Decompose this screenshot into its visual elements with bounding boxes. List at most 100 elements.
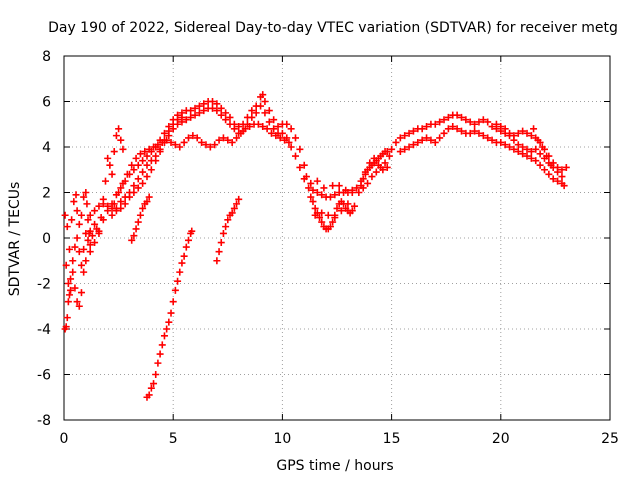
data-point: [313, 189, 321, 196]
series-dip-short-arc: [128, 193, 153, 244]
data-point: [83, 200, 91, 208]
data-point: [523, 129, 531, 137]
data-point: [91, 207, 99, 215]
data-point: [471, 120, 479, 128]
series-band-main-b: [108, 102, 308, 219]
data-point: [174, 116, 182, 124]
data-point: [300, 161, 308, 169]
data-point: [215, 248, 223, 256]
y-axis-label: SDTVAR / TECUs: [7, 182, 23, 297]
data-point: [230, 125, 238, 133]
data-point: [206, 143, 214, 151]
data-point: [200, 107, 208, 115]
data-point: [139, 204, 147, 212]
data-point: [462, 116, 470, 124]
data-point: [554, 168, 562, 176]
data-point: [296, 145, 304, 153]
data-point: [62, 261, 70, 269]
data-point: [514, 141, 522, 149]
data-point: [69, 257, 77, 265]
data-point: [318, 218, 326, 226]
x-tick-label: 10: [273, 431, 291, 447]
data-point: [457, 113, 465, 121]
series-steep-arc-1: [143, 227, 196, 401]
data-point: [71, 284, 79, 292]
data-point: [130, 182, 138, 190]
data-point: [86, 227, 94, 235]
data-point: [381, 159, 389, 167]
series-band-main-a: [62, 91, 310, 310]
data-point: [82, 189, 90, 196]
data-point: [326, 223, 334, 231]
data-point: [549, 175, 557, 183]
data-point: [287, 143, 295, 151]
data-point: [117, 204, 125, 212]
data-point: [488, 123, 496, 131]
data-point: [427, 136, 435, 144]
data-point: [241, 125, 249, 133]
data-point: [519, 143, 527, 151]
data-point: [154, 141, 162, 149]
data-point: [436, 134, 444, 142]
data-point: [158, 341, 166, 349]
chart-title: Day 190 of 2022, Sidereal Day-to-day VTE…: [48, 20, 618, 36]
data-point: [130, 232, 138, 240]
data-point: [99, 195, 107, 203]
data-point: [545, 170, 553, 178]
data-point: [147, 166, 155, 174]
data-point: [152, 157, 160, 165]
data-point: [143, 173, 151, 181]
data-point: [501, 125, 509, 133]
data-point: [215, 136, 223, 144]
data-point: [106, 161, 114, 169]
data-point: [143, 198, 151, 206]
y-tick-label: -2: [37, 277, 51, 293]
data-point: [259, 91, 267, 99]
data-point: [126, 193, 134, 201]
data-point: [453, 111, 461, 119]
data-point: [176, 268, 184, 276]
data-point: [479, 132, 487, 140]
data-point: [132, 154, 140, 162]
data-point: [213, 107, 221, 115]
data-point: [300, 175, 308, 183]
data-point: [235, 195, 243, 203]
data-point: [320, 184, 328, 192]
data-point: [510, 145, 518, 153]
data-point: [163, 325, 171, 333]
data-point: [224, 136, 232, 144]
data-point: [344, 200, 352, 208]
data-point: [558, 173, 566, 181]
data-point: [471, 127, 479, 135]
data-point: [335, 182, 343, 190]
data-point: [193, 134, 201, 142]
data-point: [119, 145, 127, 153]
data-point: [136, 150, 144, 158]
data-point: [348, 207, 356, 215]
data-point: [230, 204, 238, 212]
data-point: [235, 123, 243, 131]
data-point: [278, 129, 286, 137]
data-point: [160, 129, 168, 137]
data-point: [501, 141, 509, 149]
data-point: [128, 161, 136, 169]
data-point: [311, 204, 319, 212]
x-axis-label: GPS time / hours: [276, 458, 393, 474]
data-point: [536, 150, 544, 158]
data-point: [401, 145, 409, 153]
data-point: [543, 152, 551, 160]
data-point: [165, 127, 173, 135]
data-point: [115, 189, 123, 196]
x-tick-label: 20: [492, 431, 510, 447]
data-point: [444, 113, 452, 121]
data-point: [527, 154, 535, 162]
data-point: [337, 207, 345, 215]
data-point: [184, 236, 192, 244]
data-point: [497, 138, 505, 146]
data-point: [226, 113, 234, 121]
data-point: [418, 125, 426, 133]
data-point: [274, 123, 282, 131]
data-point: [370, 154, 378, 162]
data-point: [453, 125, 461, 133]
